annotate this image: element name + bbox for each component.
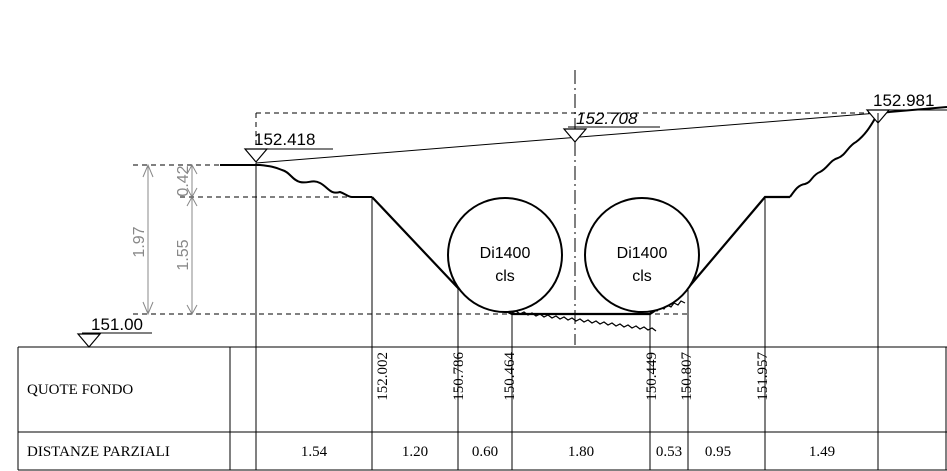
pipe-left-diameter: Di1400 [480, 245, 531, 262]
quote-fondo-label: QUOTE FONDO [27, 382, 133, 398]
quote-value: 150.464 [502, 352, 518, 401]
left-bank-ground-profile [220, 164, 372, 198]
distanza-value: 1.54 [301, 444, 328, 460]
distanza-value: 1.20 [402, 444, 428, 460]
pipe-right-material: cls [632, 268, 652, 285]
quote-value: 151.957 [755, 352, 771, 401]
quote-value: 152.002 [375, 352, 391, 401]
data-table [17, 346, 947, 471]
distanza-value: 0.95 [705, 444, 731, 460]
distanza-value: 0.53 [656, 444, 682, 460]
datum-elevation-triangle [76, 333, 102, 348]
right-bank-elevation-label: 152.981 [873, 91, 934, 110]
dimension-bottom-label: 1.55 [175, 239, 192, 270]
axis-elevation-triangle [562, 128, 588, 143]
ground-slope-line [255, 112, 879, 164]
distanza-value: 0.60 [472, 444, 498, 460]
dimension-bottom-arrow-bottom [186, 304, 198, 316]
dimension-top-label: 0.42 [175, 165, 192, 196]
dimension-top-arrow-top [186, 163, 198, 175]
distanza-value: 1.80 [568, 444, 594, 460]
left-bank-elevation-label: 152.418 [254, 130, 315, 149]
distanze-parziali-label: DISTANZE PARZIALI [27, 444, 170, 460]
right-bank-ground-profile [789, 112, 879, 198]
channel-profile [371, 195, 790, 316]
distanza-value: 1.49 [809, 444, 835, 460]
dimension-total-arrow-bottom [142, 301, 154, 316]
quote-value: 150.807 [679, 352, 695, 401]
left-bank-elevation-triangle [243, 148, 269, 163]
pipe-left [447, 197, 563, 313]
dimension-total-arrow-top [142, 163, 154, 178]
pipe-left-material: cls [495, 268, 515, 285]
axis-elevation-label: 152.708 [576, 109, 638, 128]
pipe-right [584, 197, 700, 313]
dimension-total-label: 1.97 [131, 226, 148, 257]
quote-value: 150.449 [644, 352, 660, 401]
pipe-right-diameter: Di1400 [617, 245, 668, 262]
quote-value: 150.786 [451, 352, 467, 401]
datum-elevation-label: 151.00 [91, 315, 143, 334]
dimension-bottom-arrow-top [186, 195, 198, 207]
